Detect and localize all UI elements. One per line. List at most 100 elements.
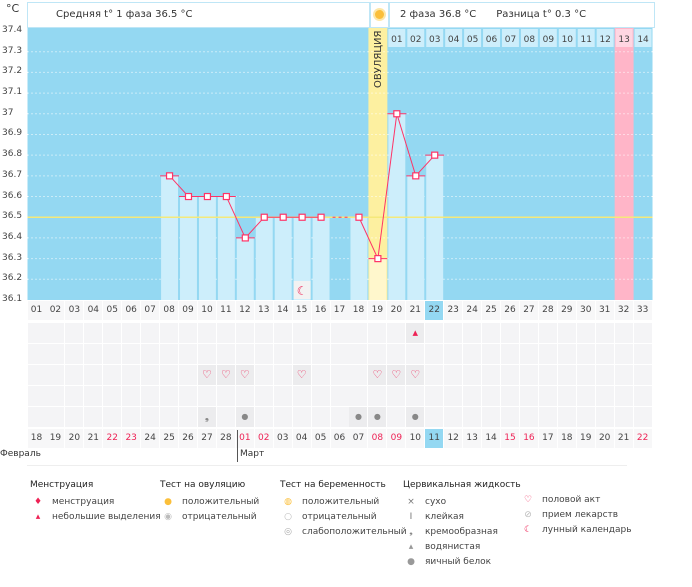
date-label: 17 [538, 429, 557, 448]
y-tick-label: 36.7 [2, 169, 23, 180]
empty-cell [160, 344, 179, 364]
empty-cell [179, 344, 198, 364]
empty-cell [141, 323, 160, 343]
empty-cell [179, 365, 198, 385]
cycle-day-label: 27 [519, 301, 538, 320]
empty-cell [330, 407, 349, 427]
empty-cell [65, 323, 84, 343]
y-tick-label: 36.2 [2, 273, 23, 284]
cycle-day-label: 31 [595, 301, 614, 320]
empty-cell [84, 386, 103, 406]
empty-cell [103, 386, 122, 406]
empty-cell [27, 323, 46, 343]
empty-cell [65, 407, 84, 427]
empty-cell [141, 407, 160, 427]
date-label: 19 [46, 429, 65, 448]
temperature-point [279, 213, 287, 221]
phase2-day-box [577, 29, 595, 47]
temperature-bar [312, 217, 330, 300]
empty-cell [425, 344, 444, 364]
phase2-day-box [407, 29, 425, 47]
temperature-point [393, 110, 401, 118]
pink-column [614, 28, 634, 300]
empty-cell [292, 344, 311, 364]
empty-cell [122, 365, 141, 385]
legend-group: Менструация ♦ менструация ▴ небольшие выделе… [30, 478, 161, 525]
empty-cell [519, 323, 538, 343]
empty-cell [444, 407, 463, 427]
date-label: 18 [557, 429, 576, 448]
temperature-point [374, 255, 382, 263]
legend-title: Менструация [30, 480, 94, 490]
legend-label: слабоположительный [302, 527, 407, 537]
phase2-day-label: 12 [599, 35, 610, 45]
empty-cell [538, 323, 557, 343]
positive-pregnancy-icon: ◍ [284, 497, 292, 507]
legend-title: Цервикальная жидкость [403, 480, 521, 490]
temperature-point [222, 192, 230, 201]
legend-item: ◍ положительный [280, 495, 407, 510]
cycle-day-label: 15 [292, 301, 311, 320]
empty-cell [46, 323, 65, 343]
phase2-day-label: 10 [562, 35, 574, 45]
bottom-divider [27, 465, 627, 466]
temperature-bar [198, 196, 216, 300]
temperature-segment [396, 113, 417, 176]
empty-cell [595, 365, 614, 385]
empty-cell [538, 344, 557, 364]
empty-cell [614, 386, 633, 406]
heart-icon: ♡ [523, 495, 533, 505]
empty-cell [633, 344, 652, 364]
empty-cell [46, 344, 65, 364]
empty-cell [387, 344, 406, 364]
empty-cell [330, 386, 349, 406]
phase2-day-box [483, 29, 500, 47]
date-label: 09 [387, 429, 406, 448]
marker-cell: ♡ [368, 365, 387, 385]
legend-item: ● положительный [160, 495, 259, 510]
empty-cell [46, 365, 65, 385]
phase2-day-label: 05 [467, 35, 478, 45]
date-label: 11 [425, 429, 444, 448]
y-tick-label: 37.2 [2, 66, 23, 77]
marker-cell: ▴ [406, 323, 425, 343]
temperature-bar [236, 237, 254, 300]
empty-cell [254, 344, 273, 364]
date-label: 06 [330, 429, 349, 448]
month-label-march: Март [240, 449, 265, 459]
legend-group: Тест на беременность ◍ положительный ○ отриц… [280, 478, 407, 540]
cycle-day-label: 10 [197, 301, 216, 320]
temperature-bar [388, 113, 406, 301]
phase2-day-label: 07 [505, 35, 516, 45]
cycle-day-label: 09 [179, 301, 198, 320]
cycle-day-label: 22 [425, 301, 444, 320]
ovulation-header [370, 2, 389, 28]
marker-cell: ♡ [197, 365, 216, 385]
phase2-day-box [558, 29, 576, 47]
marker-cell: ♡ [292, 365, 311, 385]
empty-cell [349, 323, 368, 343]
date-label: 12 [444, 429, 463, 448]
empty-cell [463, 407, 482, 427]
empty-cell [216, 386, 235, 406]
empty-cell [292, 407, 311, 427]
moon-icon: ☾ [297, 284, 308, 298]
temperature-point [412, 172, 420, 180]
empty-cell [122, 344, 141, 364]
date-label: 20 [65, 429, 84, 448]
legend-label: положительный [182, 497, 260, 507]
phase2-day-label: 08 [524, 35, 536, 45]
temperature-bar [407, 175, 425, 300]
legend-title: Тест на овуляцию [160, 480, 246, 490]
unit-label: °C [6, 2, 20, 15]
empty-cell [311, 344, 330, 364]
empty-cell [463, 323, 482, 343]
y-tick-label: 36.5 [2, 211, 23, 222]
empty-cell [595, 386, 614, 406]
temperature-bar [161, 175, 179, 300]
legend-item: ▴ водянистая [403, 540, 521, 555]
temperature-segment [358, 217, 379, 259]
cycle-day-label: 01 [27, 301, 46, 320]
legend-item: ◎ слабоположительный [280, 525, 407, 540]
empty-cell [595, 323, 614, 343]
